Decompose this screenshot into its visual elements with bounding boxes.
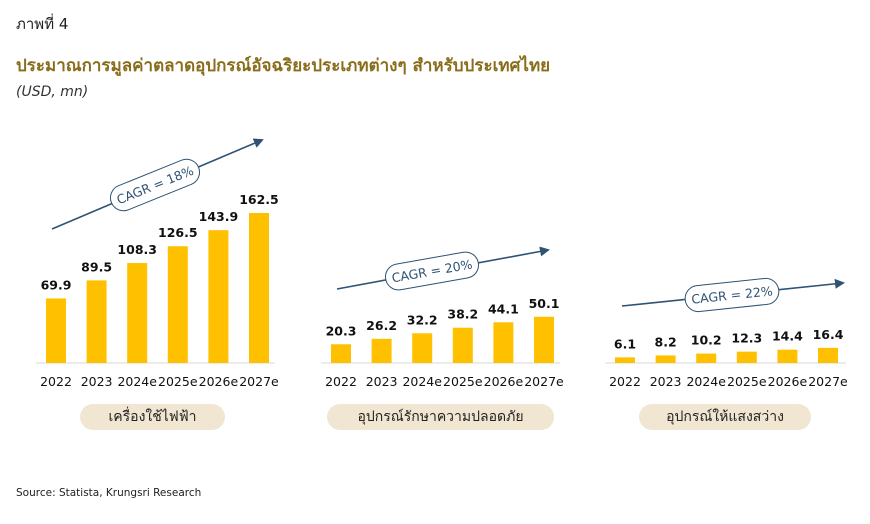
tick-label: 2027e: [239, 374, 279, 389]
bar: [818, 347, 838, 363]
data-label: 162.5: [239, 192, 279, 207]
bar: [696, 353, 717, 363]
data-label: 32.2: [407, 312, 438, 327]
tick-label: 2026e: [768, 374, 808, 389]
data-label: 69.9: [41, 277, 72, 292]
data-label: 20.3: [326, 323, 357, 338]
cagr-annotation: CAGR = 20%: [385, 251, 479, 291]
data-label: 108.3: [117, 242, 157, 257]
figure-label: ภาพที่ 4: [16, 15, 69, 33]
bar-chart: 69.9 2022 89.5 2023 108.3 2024e 126.5 2025e 143.…: [36, 138, 848, 389]
bar: [249, 213, 269, 363]
tick-label: 2024e: [402, 374, 442, 389]
tick-label: 2022: [325, 374, 357, 389]
data-label: 126.5: [158, 225, 198, 240]
bar: [371, 338, 392, 363]
tick-label: 2023: [81, 374, 113, 389]
source-note: Source: Statista, Krungsri Research: [16, 487, 202, 499]
data-label: 89.5: [81, 259, 112, 274]
data-label: 14.4: [772, 329, 803, 344]
group-label: เครื่องใช้ไฟฟ้า: [80, 404, 225, 430]
bar: [534, 316, 554, 363]
data-label: 10.2: [691, 333, 722, 348]
tick-label: 2022: [609, 374, 641, 389]
bar: [736, 351, 757, 363]
tick-label: 2023: [650, 374, 682, 389]
tick-label: 2025e: [443, 374, 483, 389]
bar: [615, 357, 635, 363]
bar: [208, 230, 229, 363]
tick-label: 2024e: [117, 374, 157, 389]
bar: [452, 327, 473, 363]
chart-title: ประมาณการมูลค่าตลาดอุปกรณ์อัจฉริยะประเภท…: [16, 56, 551, 76]
group-label: อุปกรณ์รักษาความปลอดภัย: [327, 404, 554, 430]
bar: [46, 298, 66, 363]
data-label: 12.3: [731, 331, 762, 346]
data-label: 16.4: [813, 327, 844, 342]
bar: [331, 344, 351, 363]
data-label: 6.1: [614, 336, 636, 351]
tick-label: 2022: [40, 374, 72, 389]
data-label: 26.2: [366, 318, 397, 333]
unit-label: (USD, mn): [16, 84, 89, 100]
tick-label: 2023: [366, 374, 398, 389]
tick-label: 2026e: [484, 374, 524, 389]
group-label: อุปกรณ์ให้แสงสว่าง: [639, 404, 811, 430]
tick-label: 2025e: [727, 374, 767, 389]
tick-label: 2024e: [686, 374, 726, 389]
bar: [412, 333, 433, 363]
bar: [167, 246, 188, 363]
cagr-annotation: CAGR = 18%: [109, 158, 201, 212]
data-label: 38.2: [447, 307, 478, 322]
bar: [86, 280, 107, 363]
bar: [127, 263, 148, 363]
bar: [493, 322, 514, 363]
cagr-annotation: CAGR = 22%: [684, 277, 780, 313]
data-label: 50.1: [529, 296, 560, 311]
data-label: 8.2: [655, 334, 677, 349]
bar: [777, 349, 798, 363]
tick-label: 2027e: [808, 374, 848, 389]
data-label: 44.1: [488, 301, 519, 316]
tick-label: 2025e: [158, 374, 198, 389]
bar: [655, 355, 676, 363]
data-label: 143.9: [199, 209, 239, 224]
tick-label: 2027e: [524, 374, 564, 389]
tick-label: 2026e: [199, 374, 239, 389]
